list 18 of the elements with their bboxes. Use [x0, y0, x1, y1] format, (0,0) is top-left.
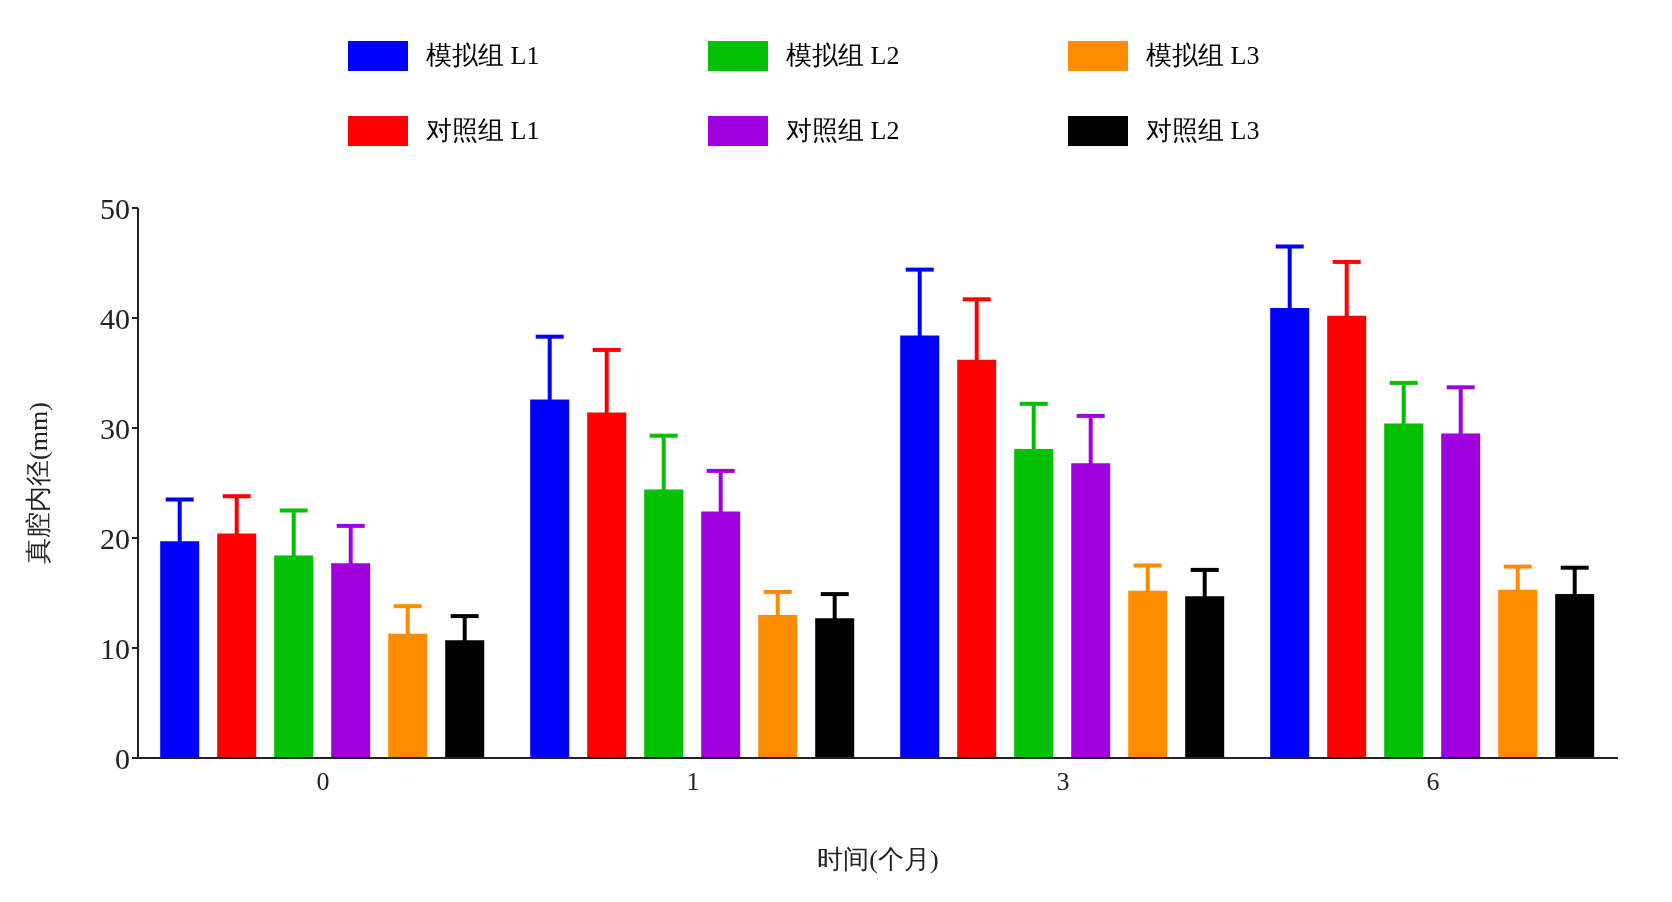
y-tick-label: 20 [100, 521, 130, 555]
y-tick-label: 50 [100, 191, 130, 225]
x-axis-title: 时间(个月) [817, 845, 939, 874]
x-tick-label: 3 [1056, 767, 1070, 797]
legend-label: 对照组 L1 [426, 115, 540, 147]
legend-label: 对照组 L3 [1146, 115, 1260, 147]
legend-label: 模拟组 L1 [426, 40, 540, 72]
legend-label: 模拟组 L3 [1146, 40, 1260, 72]
legend-label: 模拟组 L2 [786, 40, 900, 72]
y-tick-label: 40 [100, 301, 130, 335]
y-tick-label: 10 [100, 631, 130, 665]
y-axis-title: 真腔内径(mm) [24, 402, 54, 564]
x-tick-label: 6 [1426, 767, 1440, 797]
x-tick-label: 1 [686, 767, 700, 797]
y-tick-label: 30 [100, 411, 130, 445]
y-tick-label: 0 [115, 741, 130, 775]
legend-label: 对照组 L2 [786, 115, 900, 147]
x-tick-label: 0 [316, 767, 330, 797]
